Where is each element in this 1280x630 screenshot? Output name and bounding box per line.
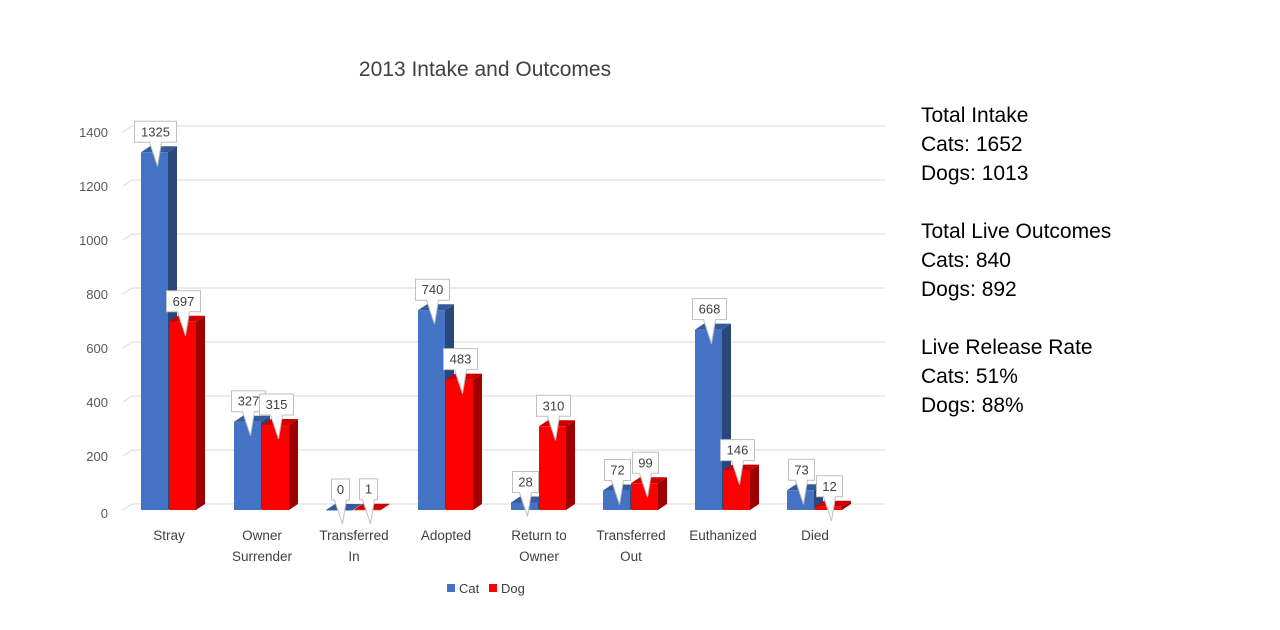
x-category-label: Surrender bbox=[232, 549, 293, 564]
svg-text:1325: 1325 bbox=[141, 124, 170, 139]
svg-text:146: 146 bbox=[727, 443, 749, 458]
x-category-label: Died bbox=[801, 528, 829, 543]
live-outcomes-cats: Cats: 840 bbox=[921, 249, 1011, 272]
bar-dog bbox=[262, 418, 298, 510]
data-label: 327 bbox=[231, 390, 266, 436]
gridline-side bbox=[122, 125, 133, 133]
bar-dog bbox=[169, 315, 205, 510]
svg-text:315: 315 bbox=[266, 397, 288, 412]
bar-cat bbox=[141, 146, 177, 510]
x-category-label: Transferred bbox=[596, 528, 665, 543]
svg-text:Dog: Dog bbox=[501, 581, 525, 596]
data-label: 1325 bbox=[134, 120, 177, 167]
data-label: 72 bbox=[604, 459, 631, 505]
data-label: 310 bbox=[536, 394, 571, 441]
gridline-side bbox=[122, 233, 133, 241]
chart-title: 2013 Intake and Outcomes bbox=[359, 58, 611, 81]
svg-text:327: 327 bbox=[238, 394, 260, 409]
live-outcomes-dogs: Dogs: 892 bbox=[921, 278, 1017, 301]
svg-text:697: 697 bbox=[173, 294, 195, 309]
data-label: 1 bbox=[359, 478, 378, 524]
data-label: 12 bbox=[816, 475, 843, 521]
x-category-label: Return to bbox=[511, 528, 567, 543]
data-label: 668 bbox=[692, 298, 727, 344]
x-category-label: Euthanized bbox=[689, 528, 757, 543]
bar-chart: 2013 Intake and Outcomes 020040060080010… bbox=[79, 58, 885, 596]
y-tick-label: 1000 bbox=[79, 233, 108, 248]
data-label: 697 bbox=[166, 290, 201, 336]
svg-text:310: 310 bbox=[543, 398, 565, 413]
gridline-side bbox=[122, 287, 133, 295]
svg-text:12: 12 bbox=[822, 479, 836, 494]
intake-dogs: Dogs: 1013 bbox=[921, 162, 1029, 185]
svg-text:483: 483 bbox=[450, 352, 472, 367]
intake-cats: Cats: 1652 bbox=[921, 133, 1023, 156]
svg-text:72: 72 bbox=[610, 463, 624, 478]
y-tick-label: 0 bbox=[101, 506, 108, 521]
live-outcomes-heading: Total Live Outcomes bbox=[921, 220, 1112, 243]
svg-text:Cat: Cat bbox=[459, 581, 480, 596]
y-tick-label: 800 bbox=[86, 287, 108, 302]
y-tick-label: 1400 bbox=[79, 125, 108, 140]
svg-text:740: 740 bbox=[422, 282, 444, 297]
svg-text:28: 28 bbox=[518, 474, 532, 489]
gridline-side bbox=[122, 341, 133, 349]
data-label: 73 bbox=[788, 458, 815, 505]
data-label: 740 bbox=[415, 278, 450, 325]
release-rate-dogs: Dogs: 88% bbox=[921, 394, 1024, 417]
gridline-side bbox=[122, 503, 133, 511]
y-tick-label: 200 bbox=[86, 449, 108, 464]
x-category-label: Adopted bbox=[421, 528, 471, 543]
data-label: 28 bbox=[512, 470, 539, 517]
gridline-side bbox=[122, 179, 133, 187]
x-category-label: Stray bbox=[153, 528, 185, 543]
bar-dog bbox=[446, 373, 482, 510]
svg-text:668: 668 bbox=[699, 302, 721, 317]
svg-text:1: 1 bbox=[365, 482, 372, 497]
bar-dog bbox=[539, 420, 575, 510]
bar-cat bbox=[695, 323, 731, 510]
gridline-side bbox=[122, 449, 133, 457]
data-label: 146 bbox=[720, 439, 755, 485]
x-category-label: Transferred bbox=[319, 528, 388, 543]
x-category-label: In bbox=[348, 549, 359, 564]
x-category-label: Out bbox=[620, 549, 642, 564]
svg-text:73: 73 bbox=[794, 462, 808, 477]
release-rate-heading: Live Release Rate bbox=[921, 336, 1093, 359]
summary-stats: Total Intake Cats: 1652 Dogs: 1013 Total… bbox=[921, 101, 1111, 420]
gridline-side bbox=[122, 395, 133, 403]
y-tick-label: 600 bbox=[86, 341, 108, 356]
svg-text:0: 0 bbox=[337, 482, 344, 497]
data-label: 315 bbox=[259, 393, 294, 440]
intake-heading: Total Intake bbox=[921, 104, 1029, 127]
y-tick-label: 400 bbox=[86, 395, 108, 410]
data-label: 483 bbox=[443, 348, 478, 394]
release-rate-cats: Cats: 51% bbox=[921, 365, 1018, 388]
x-category-label: Owner bbox=[519, 549, 559, 564]
data-label: 0 bbox=[331, 478, 350, 525]
svg-text:99: 99 bbox=[638, 455, 652, 470]
legend-entry-dog: Dog bbox=[489, 581, 525, 596]
data-label: 99 bbox=[632, 451, 659, 498]
y-tick-label: 1200 bbox=[79, 179, 108, 194]
x-category-label: Owner bbox=[242, 528, 282, 543]
legend-entry-cat: Cat bbox=[447, 581, 480, 596]
